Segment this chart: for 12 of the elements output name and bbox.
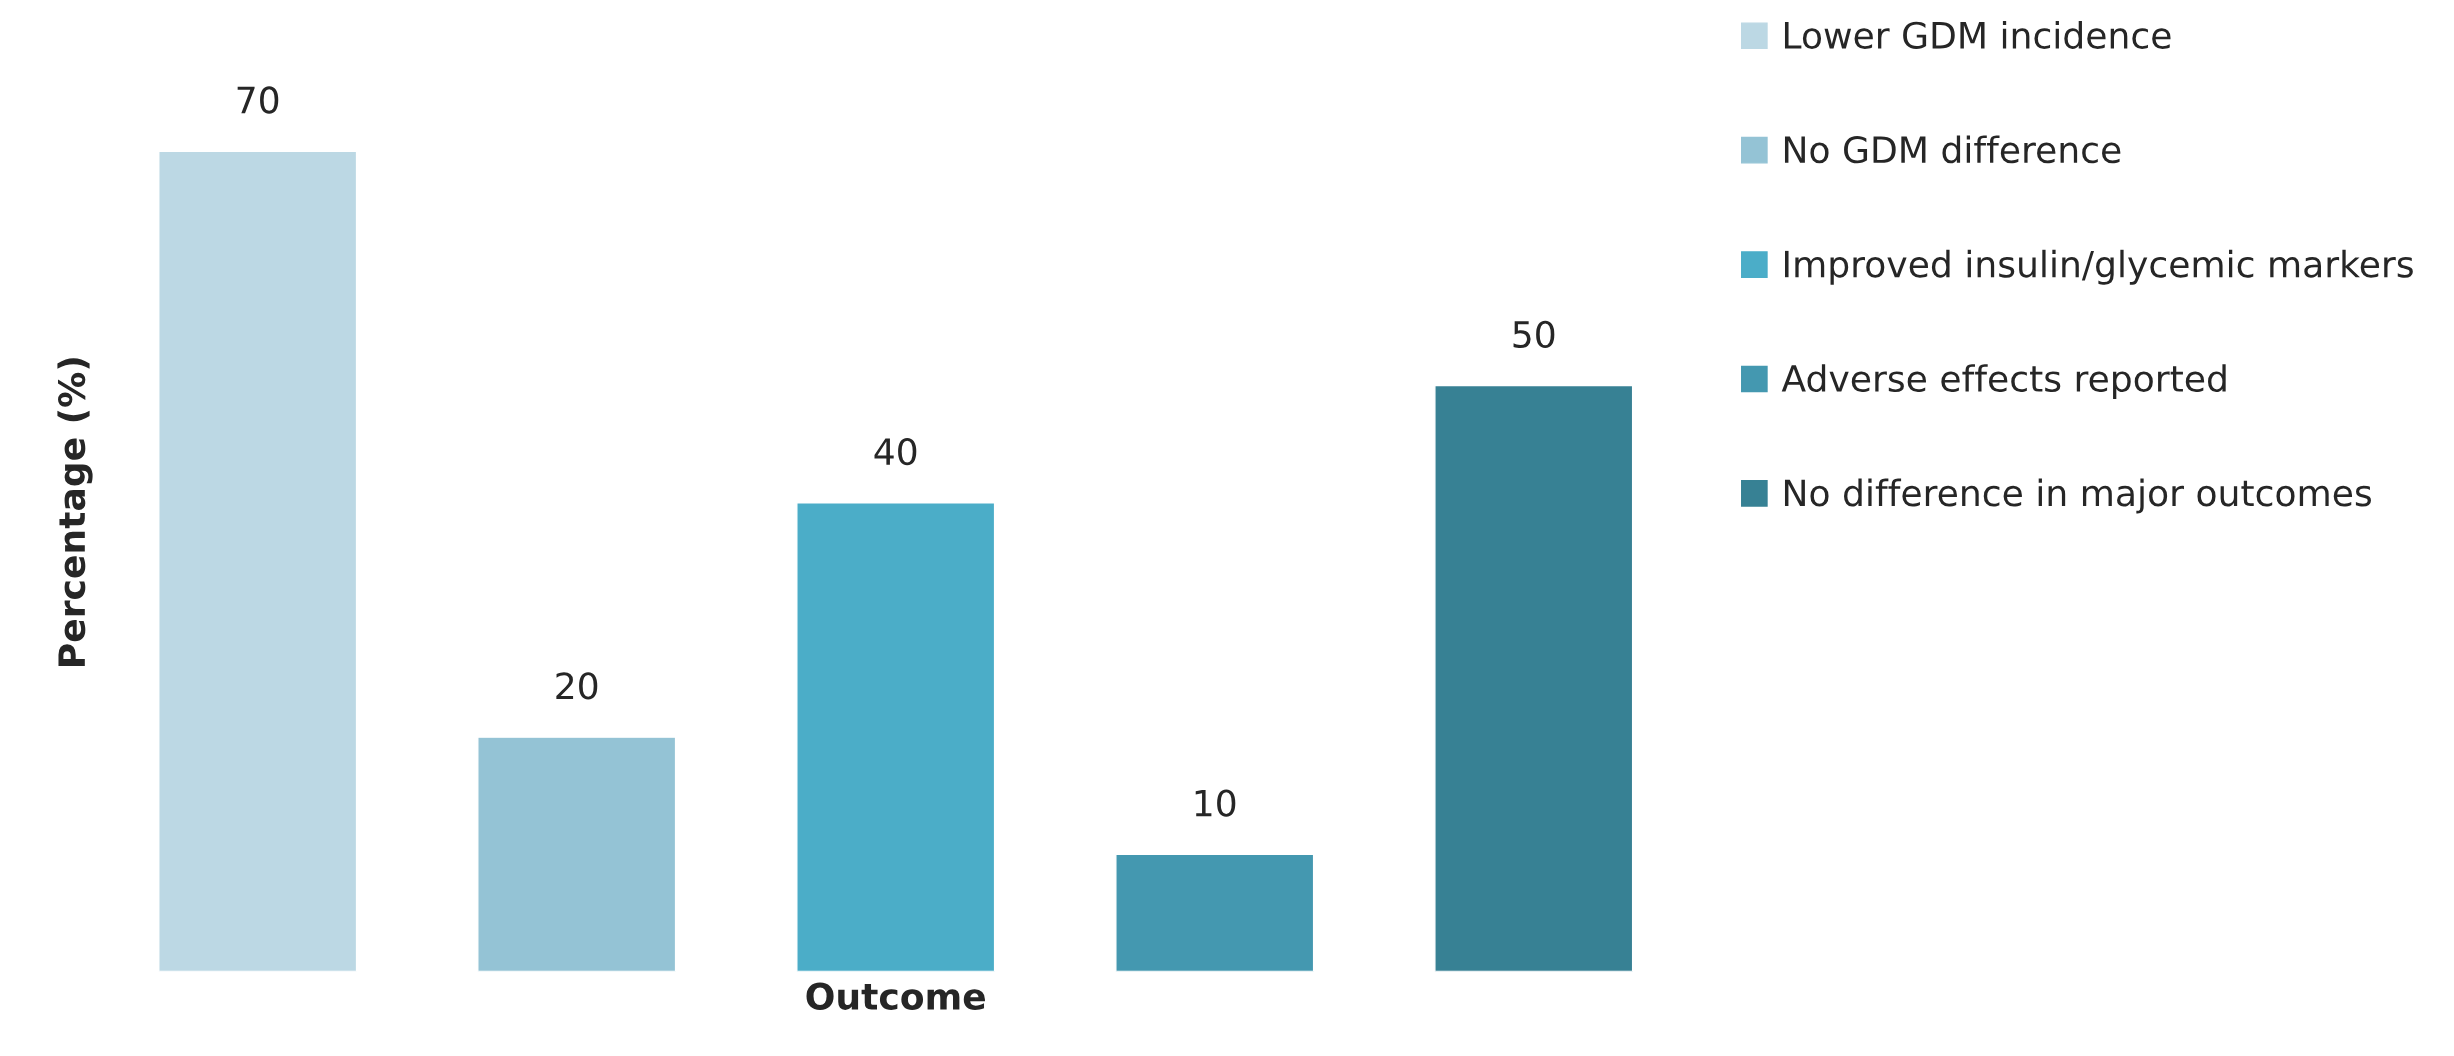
data-label: 20 xyxy=(556,672,598,700)
legend-label: Adverse effects reported xyxy=(1781,364,2226,400)
data-label: 10 xyxy=(1195,789,1236,817)
y-axis-title: Percentage (%) xyxy=(57,358,93,666)
data-label: 70 xyxy=(237,86,279,114)
legend-label: Lower GDM incidence xyxy=(1784,20,2171,49)
legend-label: No GDM difference xyxy=(1784,135,2121,164)
data-label: 40 xyxy=(874,437,917,466)
x-axis-title: Outcome xyxy=(806,982,985,1010)
legend-label: No difference in major outcomes xyxy=(1784,478,2371,514)
data-label: 50 xyxy=(1513,320,1555,349)
legend-label: Improved insulin/glycemic markers xyxy=(1784,249,2413,285)
